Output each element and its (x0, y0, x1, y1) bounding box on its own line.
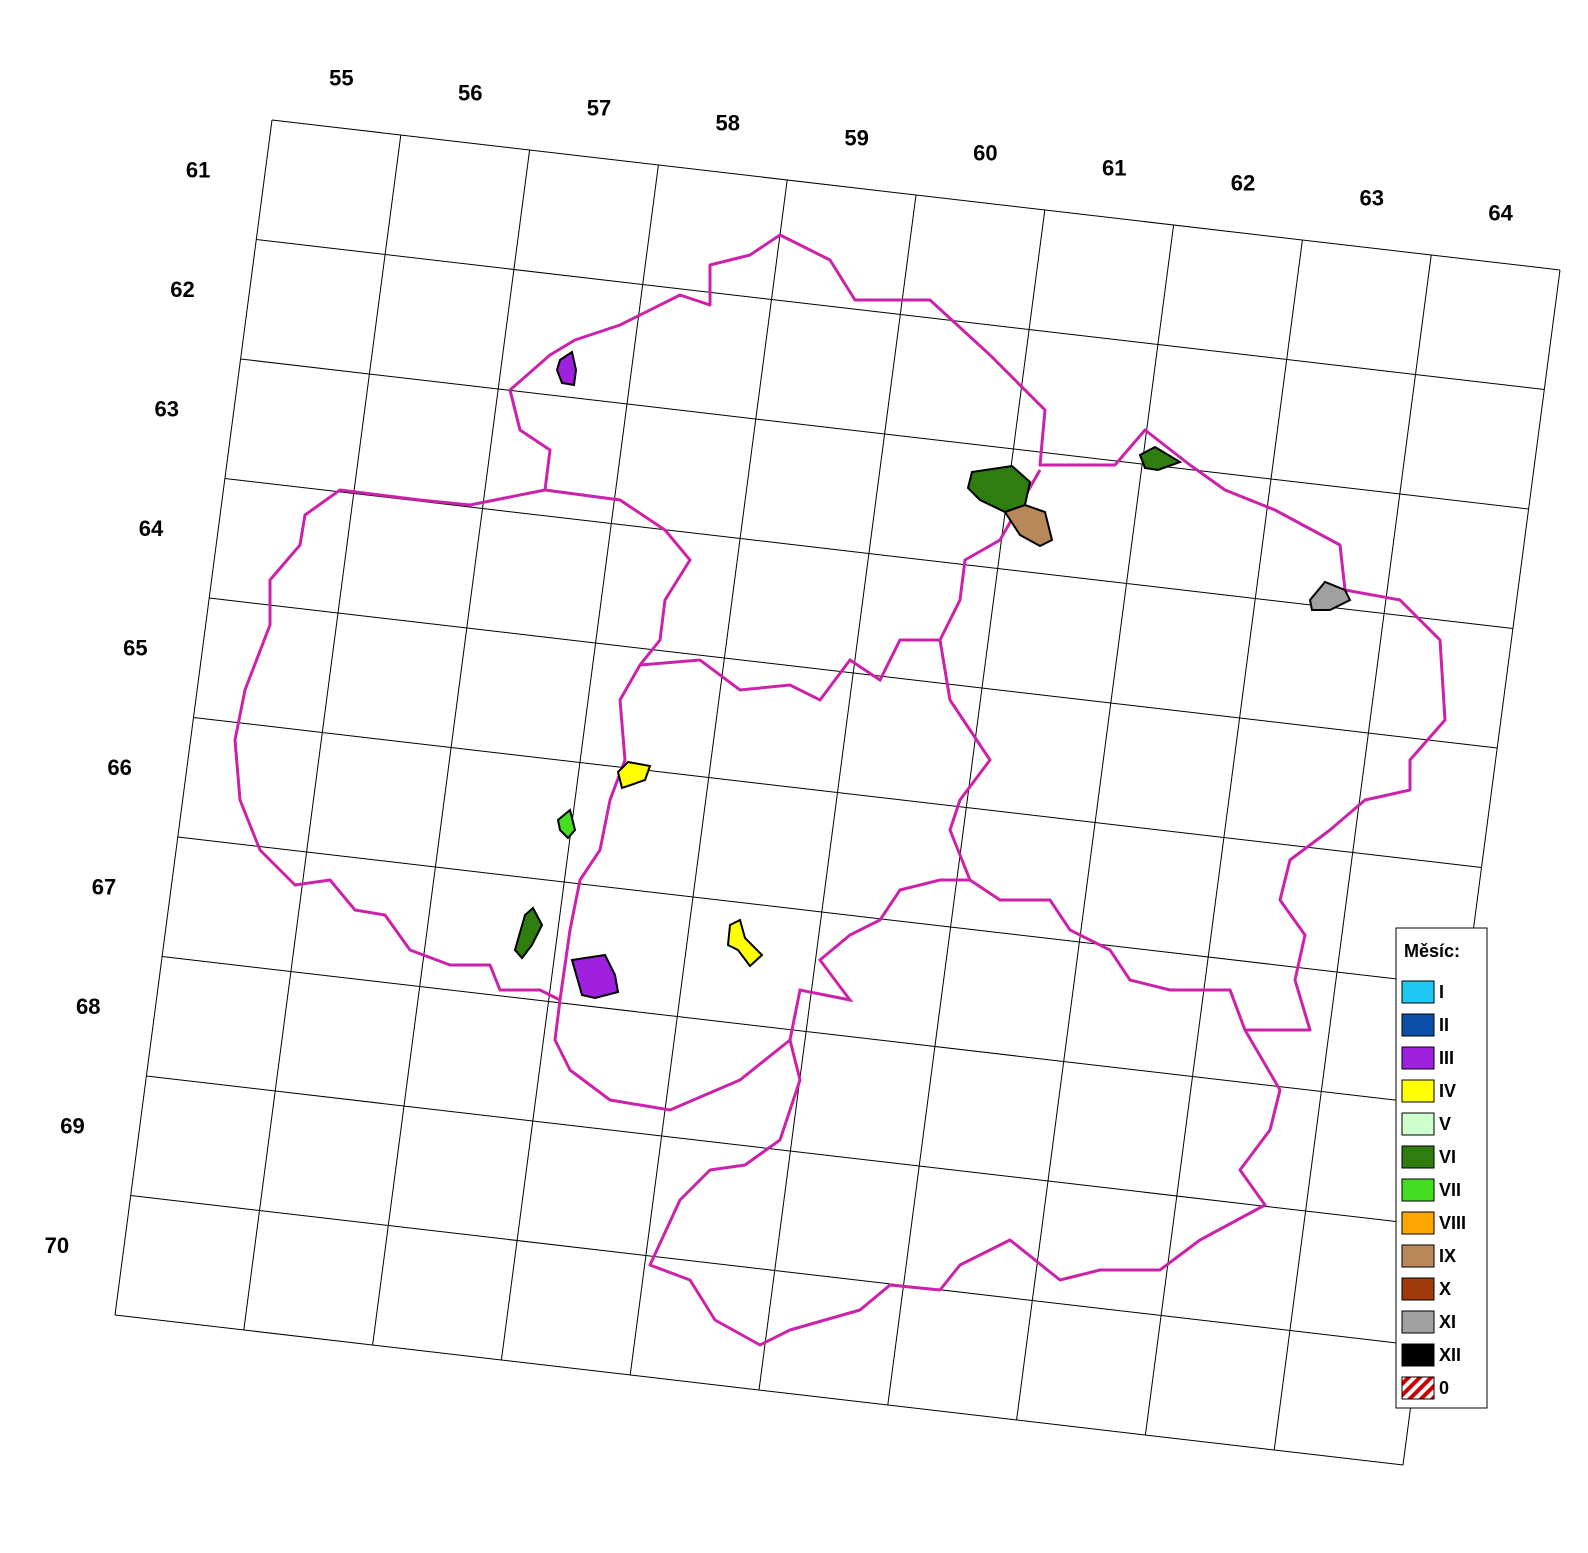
highlighted-areas (513, 350, 1352, 1000)
column-label: 59 (844, 125, 868, 150)
row-label: 61 (186, 158, 210, 183)
column-label: 61 (1102, 155, 1126, 180)
legend-swatch (1401, 1376, 1435, 1400)
legend-swatch (1401, 1145, 1435, 1169)
grid-line (256, 239, 1545, 390)
legend-swatch (1401, 1211, 1435, 1235)
column-label: 58 (716, 110, 740, 135)
area (570, 953, 620, 1000)
row-label: 68 (76, 994, 100, 1019)
legend-label: V (1439, 1114, 1451, 1134)
area (555, 350, 578, 387)
row-label: 62 (170, 277, 194, 302)
legend-label: II (1439, 1015, 1449, 1035)
grid-line (193, 717, 1482, 868)
grid-line (114, 1314, 1404, 1466)
column-label: 64 (1488, 200, 1513, 225)
legend-label: X (1439, 1279, 1451, 1299)
area (1003, 503, 1054, 548)
row-label: 63 (155, 397, 179, 422)
area (1308, 580, 1352, 611)
legend-label: I (1439, 982, 1444, 1002)
legend-swatch (1401, 1244, 1435, 1268)
row-label: 67 (92, 875, 116, 900)
column-label: 60 (973, 140, 997, 165)
legend-label: 0 (1439, 1378, 1449, 1398)
regions (233, 233, 1447, 1347)
legend-swatch (1401, 1046, 1435, 1070)
grid (114, 119, 1561, 1466)
area (616, 760, 652, 790)
grid-line (177, 836, 1466, 988)
row-label: 69 (60, 1114, 84, 1139)
area (726, 918, 764, 968)
legend-swatch (1401, 1343, 1435, 1367)
legend-label: VI (1439, 1147, 1456, 1167)
legend-title: Měsíc: (1404, 941, 1460, 961)
legend-swatch (1401, 1013, 1435, 1037)
legend-label: XI (1439, 1312, 1456, 1332)
legend-swatch (1401, 1079, 1435, 1103)
row-label: 70 (45, 1233, 69, 1258)
legend-label: IV (1439, 1081, 1456, 1101)
grid-line (240, 358, 1529, 510)
district-boundary (544, 488, 692, 1001)
district-boundary (788, 639, 992, 1041)
grid-line (209, 597, 1498, 749)
legend-swatch (1401, 980, 1435, 1004)
column-label: 62 (1231, 170, 1255, 195)
row-label: 64 (139, 516, 164, 541)
area (556, 808, 577, 840)
column-label: 55 (329, 65, 353, 90)
region-outline (233, 233, 1447, 1347)
legend-swatch (1401, 1277, 1435, 1301)
legend-swatch (1401, 1310, 1435, 1334)
grid-line (146, 1075, 1435, 1227)
column-label: 56 (458, 80, 482, 105)
area (1138, 445, 1183, 472)
column-label: 63 (1360, 185, 1384, 210)
area (966, 464, 1032, 514)
grid-line (271, 119, 1561, 271)
grid-line (130, 1195, 1419, 1346)
legend-label: XII (1439, 1345, 1461, 1365)
legend-label: VII (1439, 1180, 1461, 1200)
legend-swatch (1401, 1112, 1435, 1136)
grid-line (162, 956, 1451, 1107)
grid-line (224, 478, 1513, 629)
legend-swatch (1401, 1178, 1435, 1202)
row-label: 65 (123, 636, 147, 661)
legend-label: VIII (1439, 1213, 1466, 1233)
district-boundary (969, 878, 1247, 1031)
row-label: 66 (107, 755, 131, 780)
column-label: 57 (587, 95, 611, 120)
legend-label: III (1439, 1048, 1454, 1068)
district-boundary (639, 469, 1042, 702)
legend-label: IX (1439, 1246, 1456, 1266)
area (513, 906, 544, 960)
